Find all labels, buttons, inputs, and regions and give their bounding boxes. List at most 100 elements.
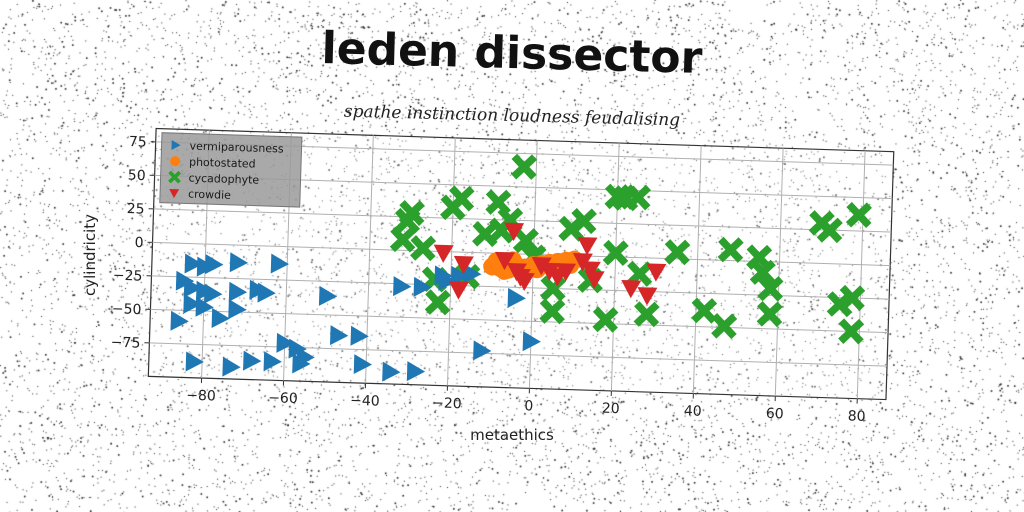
- y-tick-label: −50: [112, 301, 142, 318]
- data-point: [170, 310, 189, 331]
- series-vermiparousness: [170, 252, 541, 382]
- data-marks: [170, 153, 872, 382]
- data-point: [838, 318, 865, 345]
- x-tick-label: −20: [432, 395, 462, 412]
- data-point: [353, 354, 372, 375]
- x-gridline: [365, 135, 374, 384]
- data-point: [757, 275, 784, 302]
- data-point: [185, 351, 204, 372]
- plot-area: −80 −60 −40 −20 0 20 40 60 80 75 50 25 0 −25 −50 −75 ve…: [111, 127, 895, 425]
- y-axis-label: cylindricity: [81, 214, 99, 296]
- data-point: [507, 287, 526, 308]
- y-gridline: [150, 308, 889, 334]
- data-point: [329, 325, 349, 346]
- x-tick-label: −80: [186, 388, 216, 405]
- data-point: [205, 254, 224, 275]
- data-point: [292, 353, 311, 374]
- x-tick-label: 40: [684, 403, 702, 420]
- data-point: [621, 279, 642, 299]
- data-point: [511, 153, 538, 180]
- data-point: [539, 298, 566, 325]
- data-point: [228, 299, 247, 320]
- data-point: [473, 340, 492, 361]
- data-point: [204, 283, 223, 304]
- data-point: [633, 301, 660, 328]
- data-point: [839, 284, 866, 311]
- legend-label: cycadophyte: [188, 172, 259, 187]
- y-tick-label: −75: [111, 335, 141, 352]
- data-point: [570, 208, 597, 235]
- data-point: [691, 297, 718, 324]
- data-point: [646, 263, 667, 282]
- data-point: [318, 285, 338, 306]
- x-gridline: [610, 143, 620, 391]
- legend-marker: [171, 139, 181, 150]
- series-crowdie: [433, 222, 667, 306]
- data-point: [433, 244, 454, 263]
- data-point: [637, 287, 658, 306]
- y-tick-label: −25: [113, 268, 143, 285]
- data-point: [816, 217, 843, 244]
- x-gridline: [446, 137, 456, 386]
- legend-box: [159, 132, 303, 208]
- data-point: [276, 332, 295, 353]
- data-point: [406, 361, 426, 382]
- data-point: [512, 227, 539, 254]
- x-axis-label: metaethics: [470, 426, 554, 444]
- data-point: [413, 276, 432, 297]
- data-point: [389, 226, 416, 253]
- data-point: [183, 293, 202, 314]
- y-tick-label: 0: [134, 235, 143, 251]
- data-point: [229, 252, 249, 273]
- data-point: [504, 222, 525, 241]
- grid-lines: [149, 130, 894, 399]
- legend-marker: [168, 170, 182, 184]
- y-gridline: [153, 208, 892, 233]
- data-point: [463, 263, 482, 284]
- legend: vermiparousnessphotostatedcycadophytecro…: [159, 132, 303, 208]
- data-point: [584, 270, 605, 290]
- data-point: [243, 350, 262, 371]
- data-point: [410, 235, 437, 262]
- data-point: [495, 251, 515, 271]
- data-point: [257, 282, 276, 303]
- data-point: [228, 281, 248, 302]
- data-point: [453, 255, 474, 275]
- data-point: [580, 261, 601, 280]
- data-point: [440, 194, 467, 221]
- data-point: [845, 201, 872, 229]
- axis-ticks: −80 −60 −40 −20 0 20 40 60 80 75 50 25 0 −25 −50 −75: [111, 134, 866, 425]
- data-point: [382, 361, 401, 382]
- data-point: [472, 221, 499, 248]
- data-point: [485, 189, 512, 216]
- data-point: [195, 296, 214, 317]
- legend-label: crowdie: [188, 188, 231, 202]
- y-tick-label: 25: [126, 201, 144, 218]
- legend-marker: [169, 188, 180, 199]
- data-point: [448, 281, 469, 300]
- x-tick-label: −40: [350, 393, 380, 410]
- data-point: [556, 263, 577, 282]
- data-point: [711, 313, 738, 340]
- data-point: [602, 239, 629, 266]
- data-point: [577, 237, 598, 256]
- data-point: [393, 276, 412, 297]
- data-point: [624, 184, 652, 211]
- y-tick-label: 75: [129, 134, 147, 151]
- data-point: [222, 356, 241, 377]
- y-tick-label: 50: [128, 168, 146, 185]
- data-point: [756, 301, 783, 328]
- data-point: [717, 236, 744, 263]
- data-point: [592, 306, 619, 333]
- x-tick-label: −60: [268, 390, 298, 407]
- data-point: [664, 239, 691, 266]
- x-gridline: [774, 148, 784, 397]
- legend-marker: [170, 156, 181, 167]
- data-point: [270, 253, 290, 274]
- data-point: [184, 253, 203, 274]
- x-gridline: [692, 145, 702, 394]
- data-point: [514, 272, 535, 291]
- data-point: [183, 277, 203, 298]
- x-tick-label: 20: [602, 401, 620, 418]
